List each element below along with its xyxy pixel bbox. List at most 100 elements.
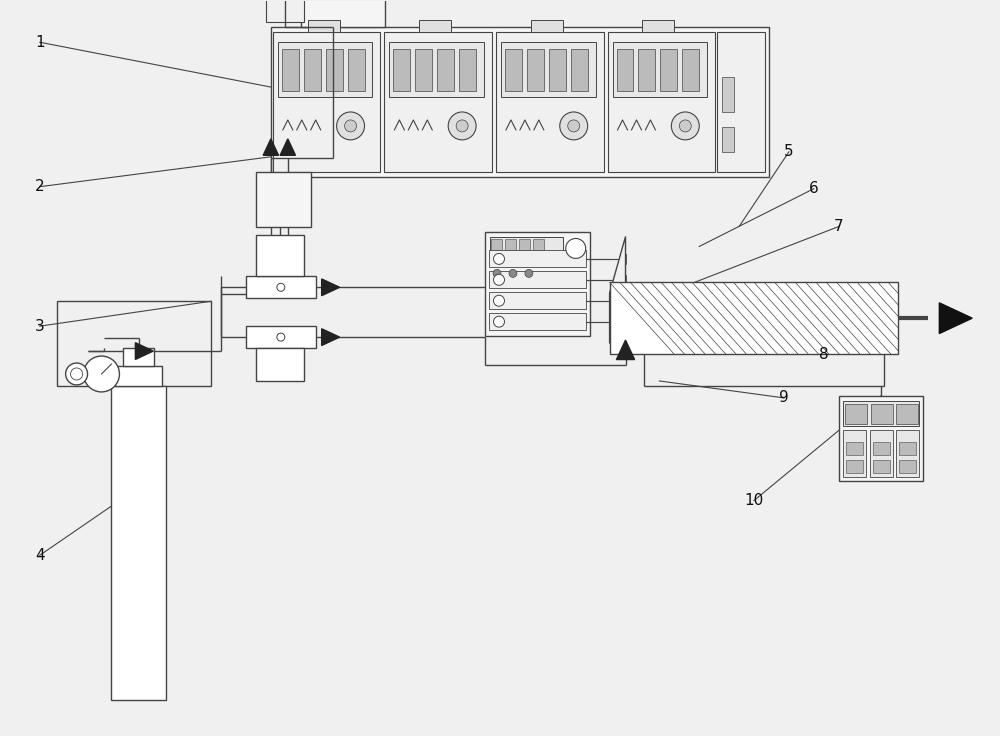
Bar [490,238,563,259]
Circle shape [494,295,504,306]
Bar [415,49,432,91]
Bar [304,49,321,91]
Text: 9: 9 [779,390,789,406]
Bar [722,127,734,152]
Bar [489,314,586,330]
Bar [491,239,502,258]
Bar [899,460,916,473]
Bar [571,49,588,91]
Circle shape [277,283,285,291]
Bar [527,49,544,91]
Bar [845,404,867,424]
Circle shape [448,112,476,140]
Bar [843,430,866,477]
Polygon shape [280,139,295,155]
Bar [843,401,919,426]
Text: 7: 7 [834,219,844,234]
Bar [57,301,211,386]
Bar [485,232,590,336]
Bar [246,276,316,298]
Bar [620,254,626,264]
Bar [393,49,410,91]
Bar [301,0,385,27]
Bar [256,235,304,276]
Bar [273,32,380,171]
Circle shape [509,269,517,277]
Text: 3: 3 [35,319,45,333]
Bar [505,239,516,258]
Bar [620,316,626,327]
Bar [282,49,299,91]
Bar [873,460,890,473]
Bar [533,239,544,258]
Circle shape [671,112,699,140]
Circle shape [277,333,285,341]
Bar [308,21,340,32]
Text: 10: 10 [744,493,764,508]
Bar [115,366,162,386]
Circle shape [337,112,365,140]
Polygon shape [322,279,340,296]
Circle shape [66,363,88,385]
Bar [620,275,626,285]
Bar [873,442,890,455]
Bar [256,348,304,381]
Text: 4: 4 [35,548,45,563]
Bar [717,32,765,171]
Bar [531,21,563,32]
Bar [459,49,476,91]
Text: 5: 5 [784,144,794,159]
Bar [489,272,586,289]
Bar [278,42,372,97]
Bar [123,348,154,366]
Bar [389,42,484,97]
Circle shape [560,112,588,140]
Circle shape [456,120,468,132]
Polygon shape [610,236,626,343]
Bar [638,49,655,91]
Polygon shape [939,302,972,333]
Circle shape [494,253,504,264]
Circle shape [494,316,504,328]
Circle shape [345,120,357,132]
Bar [505,49,522,91]
Bar [266,0,304,22]
Bar [613,42,707,97]
Bar [896,404,918,424]
Bar [722,77,734,112]
Polygon shape [263,139,279,155]
Bar [519,239,530,258]
Bar [846,442,863,455]
Bar [620,296,626,305]
Bar [846,460,863,473]
Bar [610,283,898,354]
Circle shape [679,120,691,132]
Text: 2: 2 [35,179,45,194]
Bar [384,32,492,171]
Circle shape [566,238,586,258]
Circle shape [493,269,501,277]
Text: 1: 1 [35,35,45,50]
Bar [246,326,316,348]
Polygon shape [322,329,340,345]
Bar [326,49,343,91]
Bar [642,21,674,32]
Bar [899,442,916,455]
Bar [896,430,919,477]
Circle shape [494,275,504,286]
Bar [256,171,311,227]
Bar [660,49,677,91]
Bar [617,49,633,91]
Bar [437,49,454,91]
Bar [348,49,365,91]
Bar [549,49,566,91]
Text: 6: 6 [809,181,819,197]
Circle shape [525,269,533,277]
Bar [419,21,451,32]
Bar [496,32,604,171]
Polygon shape [616,340,635,359]
Bar [271,27,769,177]
Text: 8: 8 [819,347,829,361]
Circle shape [71,368,83,380]
Bar [489,292,586,309]
